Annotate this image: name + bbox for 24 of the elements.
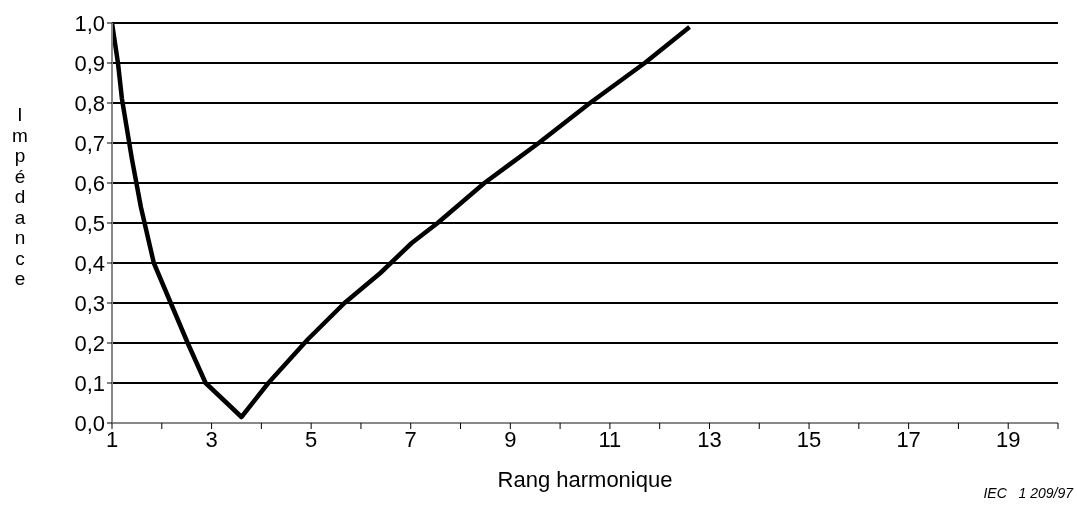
x-tick-label: 15 — [796, 426, 822, 452]
y-tick-label: 0,2 — [74, 330, 105, 356]
y-tick-label: 1,0 — [74, 10, 105, 36]
y-tick-label: 0,7 — [74, 130, 105, 156]
x-axis-title: Rang harmonique — [497, 467, 673, 492]
y-tick-label: 0,9 — [74, 50, 105, 76]
x-tick-label: 3 — [205, 426, 218, 452]
x-tick-label: 9 — [504, 426, 517, 452]
y-tick-label: 0,3 — [74, 290, 105, 316]
x-tick-label: 17 — [896, 426, 921, 452]
x-tick-label: 5 — [305, 426, 318, 452]
x-tick-label: 19 — [995, 426, 1021, 452]
y-tick-label: 0,1 — [74, 370, 105, 396]
text: IEC 1 209/97 — [983, 485, 1073, 501]
y-tick-label: 0,5 — [74, 210, 105, 236]
y-tick-label: 0,6 — [74, 170, 105, 196]
y-tick-label: 0,8 — [74, 90, 105, 116]
y-tick-label: 0,0 — [74, 410, 105, 436]
x-tick-label: 1 — [105, 426, 119, 452]
text: Impédance — [12, 104, 28, 289]
x-tick-label: 11 — [598, 426, 622, 452]
x-tick-label: 7 — [404, 426, 417, 452]
x-tick-label: 13 — [697, 426, 722, 452]
y-tick-label: 0,4 — [74, 250, 105, 276]
